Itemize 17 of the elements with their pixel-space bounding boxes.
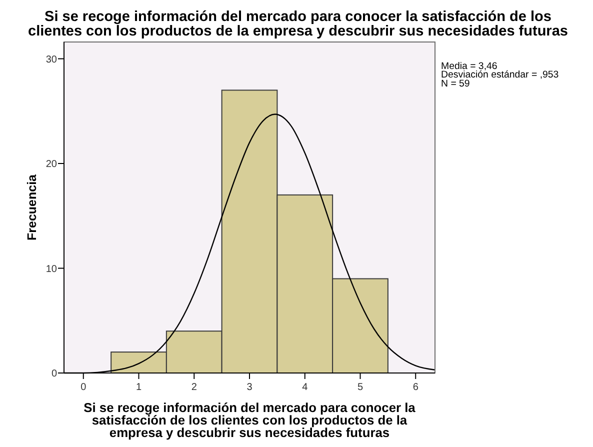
x-tick-label: 6 — [412, 382, 419, 393]
y-tick-label: 0 — [51, 368, 58, 380]
x-tick-label: 2 — [191, 382, 198, 393]
y-tick-label: 30 — [46, 54, 58, 66]
y-tick-label: 10 — [46, 264, 58, 275]
text: N = 59 — [441, 78, 470, 90]
x-tick-label: 4 — [302, 382, 308, 393]
x-tick-label: 3 — [246, 382, 253, 393]
y-axis-title: Frecuencia — [25, 173, 39, 241]
chart-title: Si se recoge información del mercado para conocer la satisfacción de los clientes con los productos de la empresa y descubrir sus necesidades futuras — [28, 9, 568, 40]
x-tick-label: 0 — [80, 382, 87, 393]
text: Desviación estándar = ,953 — [441, 70, 559, 81]
x-tick-label: 5 — [357, 382, 364, 393]
x-tick-label: 1 — [136, 382, 142, 393]
x-axis-title: Si se recoge información del mercado para conocer la satisfacción de los clientes con los productos de la empresa y descubrir sus necesidades futuras — [84, 400, 416, 440]
y-tick-label: 20 — [46, 159, 58, 170]
text: Media = 3,46 — [441, 61, 498, 72]
